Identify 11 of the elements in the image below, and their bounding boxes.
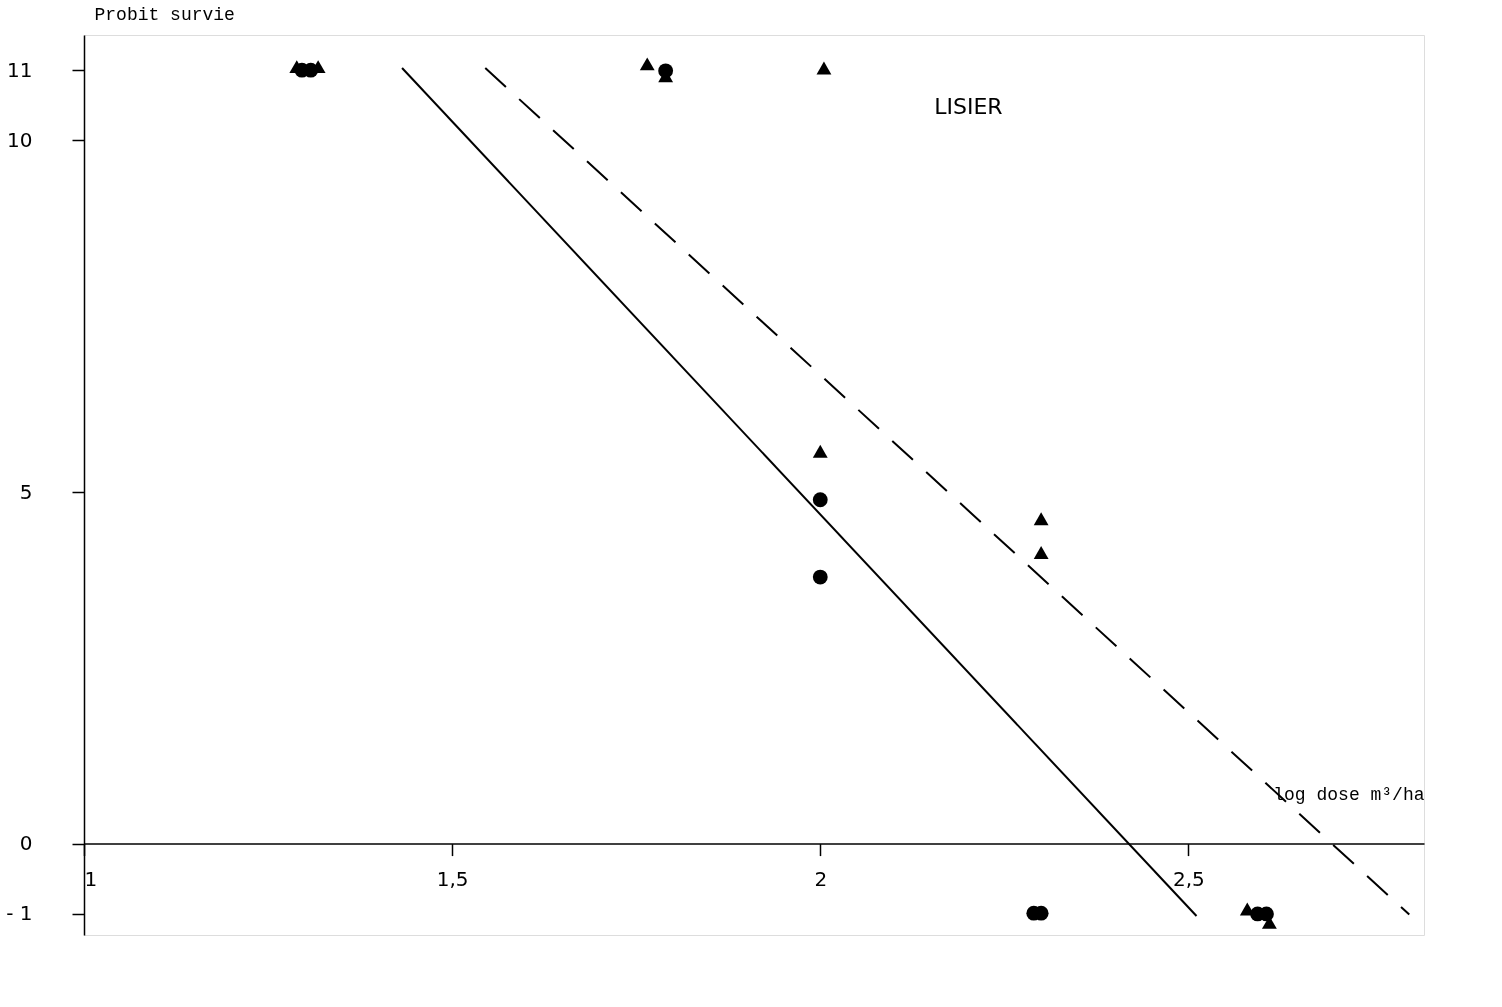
x-tick-label: 2 — [814, 867, 828, 892]
y-tick-label: 5 — [19, 479, 33, 504]
y-axis-title: Probit survie — [94, 4, 235, 25]
x-tick-label: 1 — [84, 867, 98, 892]
x-tick-label: 2,5 — [1172, 867, 1205, 892]
y-tick-label: - 1 — [6, 901, 33, 926]
annotation: LISIER — [934, 94, 1003, 119]
y-tick-label: 10 — [7, 127, 33, 152]
y-tick-label: 0 — [19, 831, 33, 856]
y-tick-label: 11 — [7, 57, 33, 82]
x-tick-label: 1,5 — [436, 867, 469, 892]
